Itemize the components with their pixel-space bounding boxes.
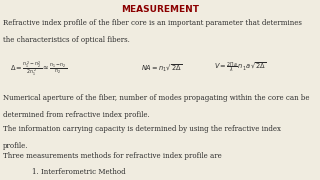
Text: Numerical aperture of the fiber, number of modes propagating within the core can: Numerical aperture of the fiber, number … bbox=[3, 94, 310, 102]
Text: determined from refractive index profile.: determined from refractive index profile… bbox=[3, 111, 150, 119]
Text: $NA = n_1\sqrt{2\Delta}$: $NA = n_1\sqrt{2\Delta}$ bbox=[141, 63, 182, 74]
Text: $\Delta = \frac{n_1^{\,2} - n_2^{\,2}}{2n_1^{\,2}} \approx \frac{n_1 - n_2}{n_2}: $\Delta = \frac{n_1^{\,2} - n_2^{\,2}}{2… bbox=[10, 59, 67, 78]
Text: Refractive index profile of the fiber core is an important parameter that determ: Refractive index profile of the fiber co… bbox=[3, 19, 302, 27]
Text: MEASUREMENT: MEASUREMENT bbox=[121, 4, 199, 14]
Text: the characteristics of optical fibers.: the characteristics of optical fibers. bbox=[3, 36, 130, 44]
Text: profile.: profile. bbox=[3, 142, 29, 150]
Text: 1. Interferometric Method: 1. Interferometric Method bbox=[32, 168, 126, 176]
Text: Three measurements methods for refractive index profile are: Three measurements methods for refractiv… bbox=[3, 152, 222, 160]
Text: The information carrying capacity is determined by using the refractive index: The information carrying capacity is det… bbox=[3, 125, 281, 133]
Text: $V = \frac{2\Pi a}{\lambda}\, n_1 a\,\sqrt{2\Delta}$: $V = \frac{2\Pi a}{\lambda}\, n_1 a\,\sq… bbox=[214, 61, 268, 75]
